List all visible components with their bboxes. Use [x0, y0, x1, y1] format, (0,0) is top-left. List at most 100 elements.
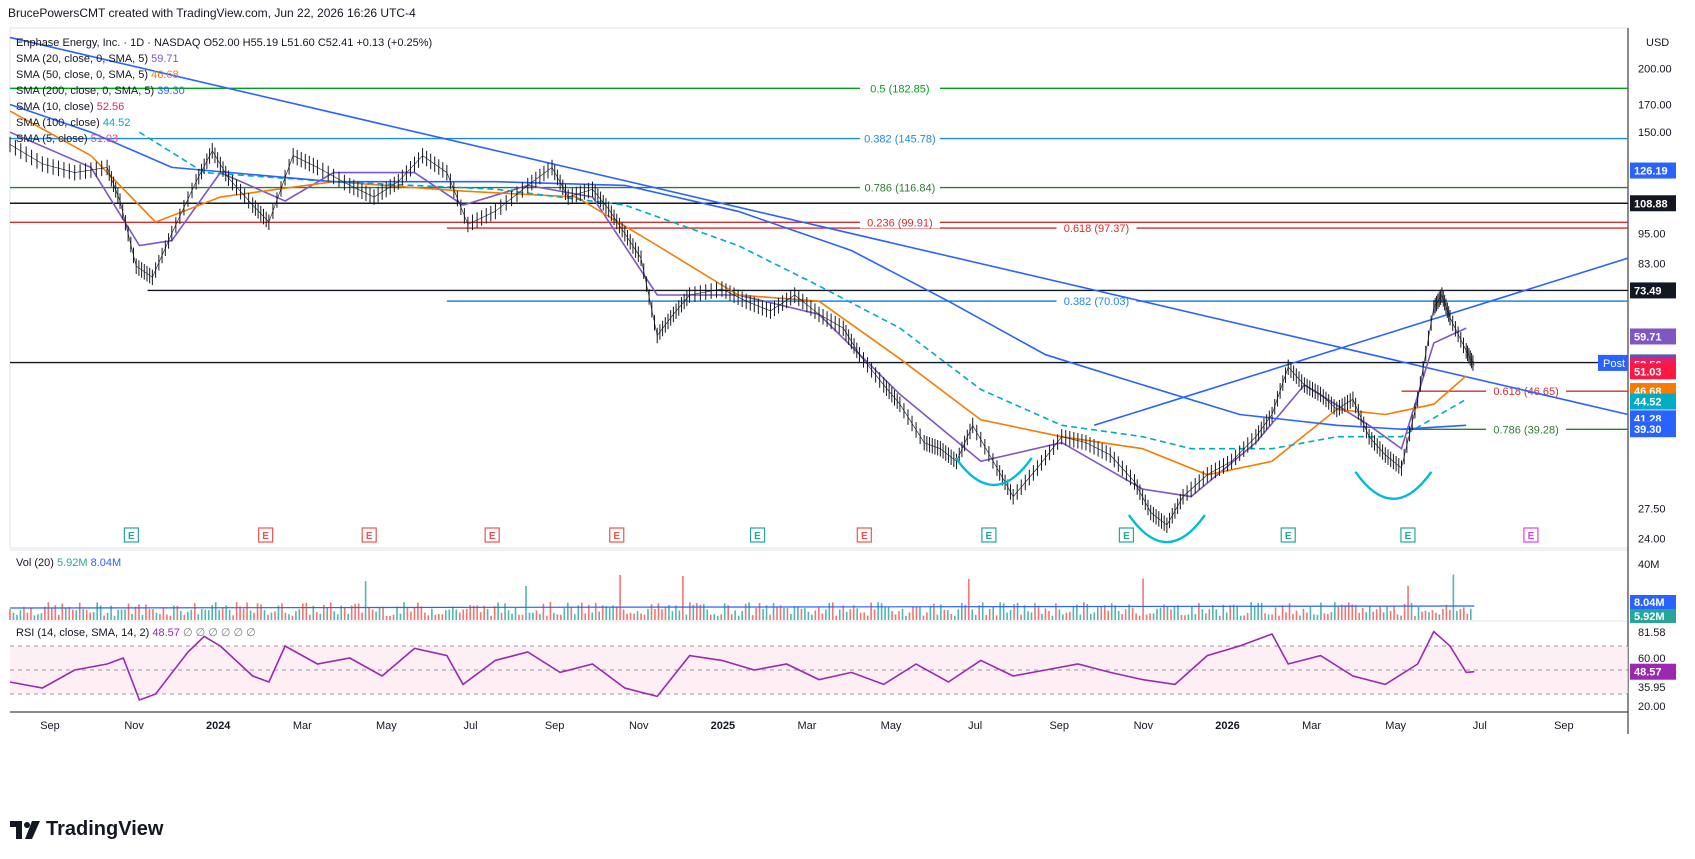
- volume-badge: [1630, 595, 1676, 609]
- earnings-marker-label: E: [1285, 531, 1292, 542]
- price-badge: [1630, 421, 1676, 438]
- time-tick-label: Sep: [40, 720, 60, 732]
- time-tick-label: May: [1385, 720, 1406, 732]
- volume-badge: [1630, 609, 1676, 623]
- volume-tick-label: 40M: [1638, 559, 1659, 571]
- indicator-legend: SMA (20, close, 0, SMA, 5) 59.71: [16, 53, 179, 65]
- fib-label-bg: [859, 179, 940, 194]
- rsi-tick-label: 35.95: [1638, 682, 1666, 694]
- indicator-value: 39.30: [157, 85, 185, 97]
- fib-label-bg: [1056, 220, 1137, 235]
- price-tick-label: 24.00: [1638, 534, 1666, 546]
- earnings-marker-label: E: [1123, 531, 1130, 542]
- pattern-arc: [1354, 471, 1433, 500]
- fib-label-bg: [859, 214, 940, 229]
- indicator-value: 51.03: [91, 133, 119, 145]
- indicator-value: 44.52: [103, 117, 131, 129]
- volume-ma-value: 8.04M: [91, 557, 122, 569]
- earnings-marker-label: E: [366, 531, 373, 542]
- time-tick-label: Sep: [1049, 720, 1069, 732]
- earnings-marker: [749, 527, 766, 543]
- fib-level-label: 0.382 (145.78): [864, 134, 936, 146]
- price-badge: [1630, 162, 1676, 179]
- price-tick-label: 27.50: [1638, 503, 1666, 515]
- price-tick-label: 95.00: [1638, 228, 1666, 240]
- volume-legend: Vol (20) 5.92M 8.04M: [16, 557, 121, 569]
- price-badge: [1630, 282, 1676, 299]
- earnings-marker-label: E: [1405, 531, 1412, 542]
- price-badge-label: 39.30: [1634, 424, 1662, 436]
- fib-level-label: 0.5 (182.85): [870, 83, 929, 95]
- price-badge: [1630, 393, 1676, 410]
- earnings-marker-label: E: [128, 531, 135, 542]
- time-tick-label: Nov: [629, 720, 649, 732]
- price-badge-label: 108.88: [1634, 198, 1668, 210]
- time-tick-label: 2024: [206, 720, 231, 732]
- trendline: [9, 36, 1629, 416]
- rsi-value: 48.57: [152, 627, 183, 639]
- volume-value: 5.92M: [57, 557, 91, 569]
- rsi-badge: [1630, 663, 1676, 680]
- post-badge: [1598, 354, 1628, 371]
- price-tick-label: 200.00: [1638, 63, 1672, 75]
- rsi-tick-label: 81.58: [1638, 627, 1666, 639]
- price-badge-label: 73.49: [1634, 285, 1662, 297]
- earnings-marker: [258, 527, 274, 543]
- earnings-marker: [361, 527, 377, 543]
- chart-canvas[interactable]: 24.0027.5041.2846.6852.9353.0053.0859.71…: [0, 0, 1695, 812]
- earnings-marker: [1400, 527, 1416, 543]
- earnings-marker-label: E: [613, 531, 620, 542]
- time-tick-label: Mar: [293, 720, 312, 732]
- currency-label: USD: [1646, 37, 1669, 49]
- earnings-marker-label: E: [754, 531, 761, 542]
- price-panel: [9, 27, 1629, 549]
- price-badge-label: 126.19: [1634, 166, 1668, 178]
- time-tick-label: Mar: [1302, 720, 1321, 732]
- tradingview-logo[interactable]: TradingView: [10, 818, 163, 841]
- indicator-legend: SMA (200, close, 0, SMA, 5) 39.30: [16, 85, 185, 97]
- symbol-legend: Enphase Energy, Inc. · 1D · NASDAQ O52.0…: [16, 37, 432, 49]
- time-tick-label: 2025: [711, 720, 735, 732]
- fib-label-bg: [1486, 421, 1567, 436]
- price-badge-label: 51.03: [1634, 366, 1662, 378]
- rsi-extra: ∅ ∅ ∅ ∅ ∅ ∅: [183, 627, 256, 639]
- time-tick-label: May: [376, 720, 397, 732]
- indicator-legend: SMA (50, close, 0, SMA, 5) 46.68: [16, 69, 179, 81]
- volume-ma-line: [9, 605, 1475, 609]
- earnings-marker: [1523, 527, 1539, 543]
- indicator-value: 59.71: [151, 53, 179, 65]
- indicator-legend: SMA (10, close) 52.56: [16, 101, 124, 113]
- rsi-tick-label: 20.00: [1638, 701, 1666, 713]
- time-tick-label: Jul: [1473, 720, 1487, 732]
- indicator-legend: SMA (5, close) 51.03: [16, 133, 118, 145]
- trendline: [1093, 257, 1629, 427]
- earnings-marker: [1280, 527, 1296, 543]
- earnings-marker: [856, 527, 872, 543]
- tradingview-brand: TradingView: [46, 818, 164, 840]
- volume-badge-label: 5.92M: [1634, 611, 1665, 623]
- price-line: [9, 144, 1475, 526]
- volume-badge-label: 8.04M: [1634, 597, 1665, 609]
- price-badge: [1630, 195, 1676, 212]
- pattern-arc: [954, 457, 1033, 486]
- price-tick-label: 83.00: [1638, 258, 1666, 270]
- price-badge-label: 59.71: [1634, 331, 1662, 343]
- time-tick-label: Sep: [1554, 720, 1574, 732]
- price-badge: [1630, 328, 1676, 345]
- time-tick-label: May: [881, 720, 902, 732]
- fib-level-label: 0.382 (70.03): [1064, 296, 1129, 308]
- price-badge: [1630, 363, 1676, 380]
- earnings-marker: [123, 527, 139, 543]
- indicator-value: 46.68: [151, 69, 179, 81]
- time-tick-label: Sep: [545, 720, 565, 732]
- rsi-legend: RSI (14, close, SMA, 14, 2) 48.57 ∅ ∅ ∅ …: [16, 627, 256, 639]
- price-tick-label: 150.00: [1638, 127, 1672, 139]
- earnings-marker-label: E: [986, 531, 993, 542]
- fib-level-label: 0.618 (97.37): [1064, 223, 1129, 235]
- earnings-marker-label: E: [1528, 531, 1535, 542]
- pattern-arc: [1127, 514, 1206, 544]
- post-badge-label: Post: [1603, 358, 1625, 370]
- sma-line: [9, 110, 1467, 476]
- rsi-badge-label: 48.57: [1634, 667, 1662, 679]
- rsi-line: [9, 630, 1475, 702]
